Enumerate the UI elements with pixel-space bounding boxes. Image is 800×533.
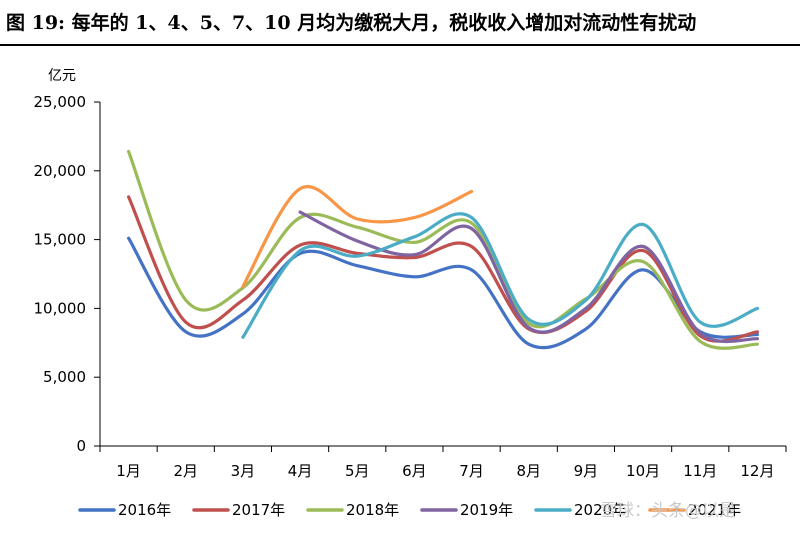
y-tick-label: 20,000	[34, 162, 87, 180]
x-tick-label: 2月	[173, 462, 198, 480]
x-tick-label: 10月	[626, 462, 660, 480]
x-tick-label: 5月	[345, 462, 370, 480]
legend-label: 2018年	[346, 501, 399, 519]
chart-title: 图 19: 每年的 1、4、5、7、10 月均为缴税大月，税收收入增加对流动性有…	[6, 12, 697, 34]
legend-label: 2016年	[118, 501, 171, 519]
y-axis-label: 亿元	[48, 68, 76, 84]
series-line-2017年	[127, 195, 759, 343]
y-tick-label: 5,000	[43, 368, 86, 386]
x-tick-label: 9月	[574, 462, 599, 480]
x-tick-label: 6月	[402, 462, 427, 480]
x-tick-label: 3月	[231, 462, 256, 480]
title-rule	[0, 44, 800, 46]
y-tick-label: 25,000	[34, 93, 87, 111]
legend-label: 2021年	[688, 501, 741, 519]
series-line-2019年	[298, 210, 759, 344]
x-tick-label: 7月	[459, 462, 484, 480]
legend-label: 2020年	[574, 501, 627, 519]
series-line-2018年	[127, 149, 759, 350]
series-line-2020年	[241, 212, 759, 339]
watermark: 雪球：头条@以是	[600, 501, 736, 521]
series-line-2021年	[241, 185, 474, 288]
legend-label: 2017年	[232, 501, 285, 519]
legend-label: 2019年	[460, 501, 513, 519]
x-tick-label: 1月	[116, 462, 141, 480]
y-tick-label: 0	[76, 437, 86, 455]
series-line-2016年	[127, 236, 759, 350]
x-tick-label: 11月	[683, 462, 717, 480]
x-tick-label: 4月	[288, 462, 313, 480]
y-tick-label: 15,000	[34, 231, 87, 249]
x-tick-label: 8月	[516, 462, 541, 480]
y-tick-label: 10,000	[34, 299, 87, 317]
x-tick-label: 12月	[740, 462, 774, 480]
